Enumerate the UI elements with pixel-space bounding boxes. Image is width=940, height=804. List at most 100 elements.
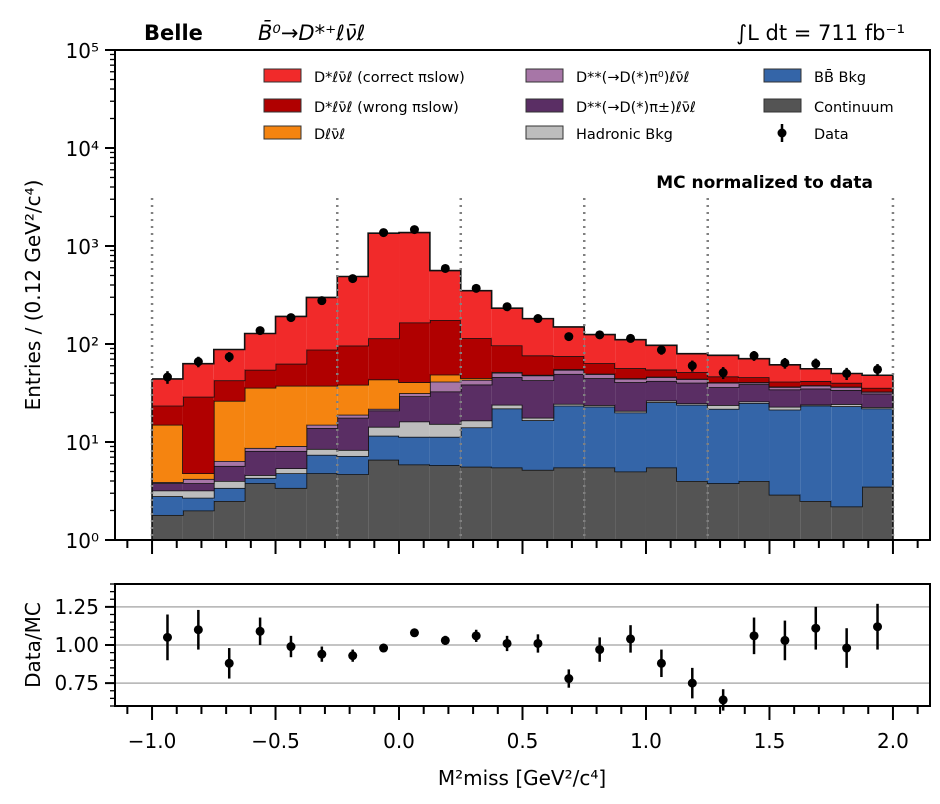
histogram-bar	[831, 387, 863, 391]
ratio-gridlines	[115, 606, 930, 684]
histogram-bar	[399, 464, 430, 540]
histogram-bar	[615, 382, 646, 411]
histogram-bar	[738, 358, 770, 378]
data-point	[811, 359, 821, 369]
ratio-point	[687, 678, 697, 688]
main-x-axis	[126, 540, 919, 554]
ratio-y-tick-label: 1.25	[54, 595, 99, 619]
histogram-bar	[337, 276, 369, 346]
legend-label: D**(→D(*)π⁰)ℓν̄ℓ	[576, 70, 689, 86]
histogram-bar	[152, 424, 183, 483]
histogram-bar	[553, 356, 585, 370]
histogram-bar	[399, 396, 430, 422]
legend-label: D**(→D(*)π±)ℓν̄ℓ	[576, 100, 696, 116]
ratio-point	[409, 628, 419, 638]
histogram-bar	[738, 384, 770, 402]
histogram-bar	[244, 369, 276, 388]
y-tick-label: 10⁰	[66, 529, 99, 553]
data-point	[533, 314, 543, 324]
ratio-point	[193, 625, 203, 635]
histogram-bar	[769, 494, 801, 540]
histogram-bar	[862, 391, 893, 394]
decay-label: B̄⁰→D*⁺ℓν̄ℓ	[258, 20, 365, 45]
histogram-bar	[738, 403, 770, 481]
histogram-bar	[213, 501, 245, 540]
histogram-bar	[522, 380, 554, 418]
histogram-bar	[244, 475, 276, 478]
histogram-bar	[399, 322, 430, 383]
histogram-bar	[615, 471, 646, 540]
histogram-bar	[769, 409, 801, 495]
histogram-bar	[615, 339, 646, 369]
histogram-bar	[645, 400, 677, 403]
histogram-bar	[182, 497, 214, 511]
histogram-bar	[429, 436, 461, 466]
histogram-bar	[491, 408, 523, 468]
histogram-bar	[584, 374, 616, 379]
histogram-bar	[368, 338, 400, 380]
ratio-y-axis: 0.75 1.00 1.25	[54, 583, 115, 707]
data-point	[193, 357, 203, 367]
ratio-point	[780, 635, 790, 645]
histogram-bar	[707, 376, 739, 383]
data-point	[348, 274, 358, 284]
histogram-bar	[615, 378, 646, 383]
main-panel: MC normalized to data D*ℓν̄ℓ (correct πs…	[21, 39, 931, 554]
histogram-bar	[429, 381, 461, 392]
histogram-bar	[676, 480, 708, 540]
dotted-vertical-lines	[150, 198, 895, 540]
histogram-bar	[800, 381, 832, 386]
legend-swatch	[763, 68, 802, 83]
ratio-point	[656, 658, 666, 668]
histogram-bar	[460, 378, 492, 380]
histogram-bar	[244, 333, 276, 370]
histogram-bar	[213, 480, 245, 488]
histogram-bar	[399, 382, 430, 394]
y-tick-label: 10⁴	[66, 137, 99, 161]
histogram-bar	[460, 384, 492, 421]
data-point	[224, 352, 234, 362]
histogram-bar	[676, 372, 708, 379]
histogram-bar	[460, 379, 492, 385]
x-axis-label: M²miss [GeV²/c⁴]	[438, 766, 606, 790]
ratio-point	[564, 674, 574, 684]
legend-item: D**(→D(*)π⁰)ℓν̄ℓ	[525, 68, 689, 86]
ratio-point	[317, 649, 327, 659]
histogram-bar	[769, 406, 801, 410]
histogram-bar	[615, 410, 646, 413]
data-point	[656, 345, 666, 355]
histogram-bar	[368, 379, 400, 409]
ratio-point	[626, 634, 636, 644]
histogram-bar	[429, 374, 461, 382]
histogram-bar	[275, 487, 307, 540]
legend-item: Hadronic Bkg	[525, 125, 673, 143]
histogram-bar	[491, 308, 523, 346]
data-point	[718, 368, 728, 378]
x-tick-label: 0.0	[383, 729, 415, 753]
histogram-bar	[152, 483, 183, 491]
histogram-bar	[306, 473, 338, 540]
histogram-bar	[337, 455, 369, 475]
data-point	[317, 296, 327, 306]
ratio-point	[379, 643, 389, 653]
data-point	[409, 225, 419, 235]
legend-label: D*ℓν̄ℓ (correct πslow)	[314, 70, 465, 86]
histogram-bar	[769, 387, 801, 390]
main-y-axis-label: Entries / (0.12 GeV²/c⁴)	[21, 180, 45, 411]
histogram-bar	[275, 450, 307, 469]
histogram-bar	[831, 506, 863, 540]
histogram-step-outline	[152, 231, 893, 380]
histogram-bar	[553, 467, 585, 540]
legend-label: Hadronic Bkg	[576, 127, 673, 143]
histogram-bar	[337, 345, 369, 385]
data-point	[564, 332, 574, 342]
histogram-bar	[429, 270, 461, 321]
histogram-bar	[182, 396, 214, 474]
histogram-bar	[213, 465, 245, 481]
histogram-bar	[738, 382, 770, 385]
histogram-bar	[800, 368, 832, 382]
histogram-bar	[275, 385, 307, 447]
histogram-bar	[522, 469, 554, 540]
histogram-bar	[522, 375, 554, 381]
ratio-point	[873, 622, 883, 632]
